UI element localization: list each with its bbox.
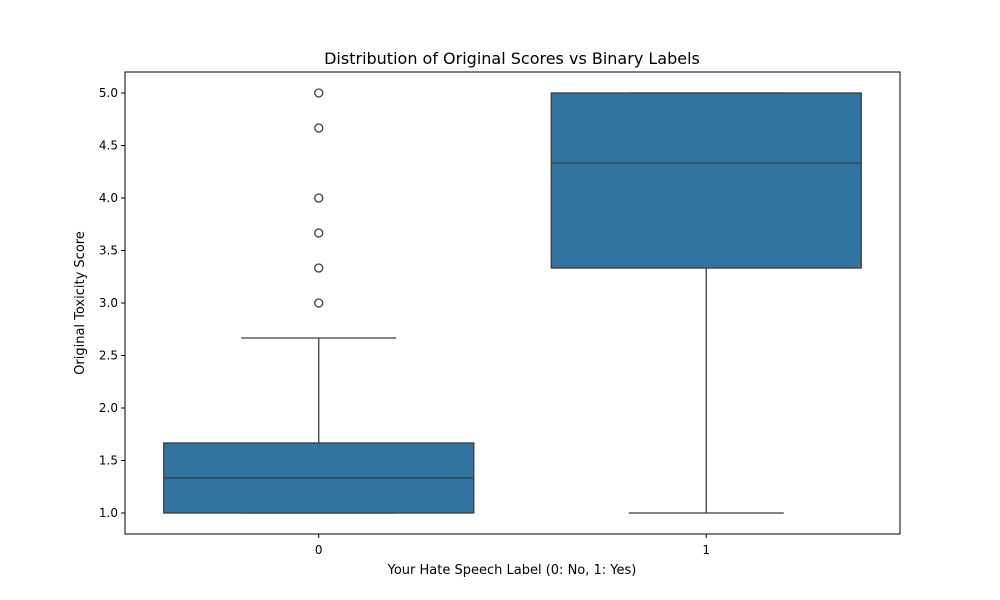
y-tick-label: 3.5 [99, 244, 118, 258]
outlier-point [314, 193, 324, 203]
outlier-point [314, 298, 324, 308]
box-group-1 [550, 92, 862, 514]
y-axis-label: Original Toxicity Score [73, 231, 88, 375]
outlier-point [314, 88, 324, 98]
outlier-point [314, 228, 324, 238]
x-tick-label: 1 [702, 543, 710, 557]
y-tick-label: 5.0 [99, 86, 118, 100]
y-axis: 1.0 1.5 2.0 2.5 3.0 3.5 4.0 4.5 5.0 [99, 86, 125, 520]
y-tick-label: 1.5 [99, 454, 118, 468]
chart-title: Distribution of Original Scores vs Binar… [324, 49, 700, 68]
y-tick-label: 1.0 [99, 506, 118, 520]
boxes-layer [163, 88, 862, 514]
box-iqr [550, 92, 862, 269]
y-tick-label: 2.5 [99, 349, 118, 363]
x-axis-label: Your Hate Speech Label (0: No, 1: Yes) [387, 563, 637, 578]
outlier-point [314, 263, 324, 273]
y-tick-label: 4.5 [99, 139, 118, 153]
y-tick-label: 4.0 [99, 191, 118, 205]
box-group-0 [163, 88, 475, 514]
y-tick-label: 2.0 [99, 401, 118, 415]
outlier-point [314, 123, 324, 133]
y-tick-label: 3.0 [99, 296, 118, 310]
x-tick-label: 0 [315, 543, 323, 557]
